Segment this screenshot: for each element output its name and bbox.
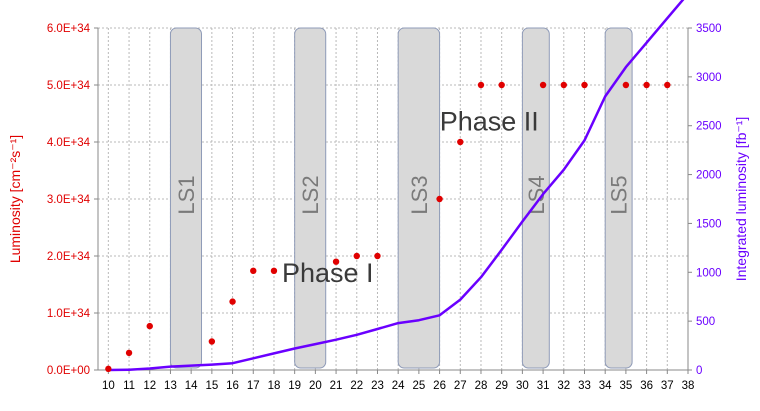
x-tick-label: 30 [516,380,529,392]
x-tick-label: 31 [537,380,550,392]
luminosity-point [146,322,153,330]
x-tick-label: 16 [226,380,239,392]
x-tick-label: 32 [557,380,570,392]
shutdown-band [604,27,633,369]
luminosity-point [477,81,485,89]
shutdown-band [294,27,327,369]
luminosity-point [125,349,133,357]
x-tick-label: 10 [102,380,115,392]
shutdown-label: LS2 [298,175,323,214]
x-tick-label: 29 [495,380,508,392]
shutdown-band [521,27,550,369]
shutdown-label: LS5 [607,175,632,214]
y-right-tick-label: 3500 [696,23,722,35]
shutdown-bands: LS1 LS2 LS3 LS4 LS5 [169,27,633,369]
shutdown-label: LS3 [407,175,432,214]
luminosity-point [332,258,340,265]
luminosity-point [539,81,547,89]
x-tick-label: 20 [309,380,322,392]
x-tick-label: 12 [143,380,156,392]
phase-label: Phase I [282,258,374,288]
luminosity-point [457,138,464,146]
y-left-tick-label: 0.0E+00 [47,365,90,377]
luminosity-point [374,252,381,260]
x-tick-label: 22 [350,380,363,392]
x-tick-label: 27 [454,380,467,392]
y-left-tick-label: 6.0E+34 [47,23,91,35]
x-tick-label: 37 [661,380,674,392]
x-tick-label: 17 [247,380,260,392]
luminosity-point [643,81,650,89]
axes: 0.0E+00 1.0E+34 2.0E+34 3.0E+34 4.0E+34 5.0E+… [7,23,749,392]
x-tick-label: 18 [268,380,281,392]
shutdown-band [169,27,203,369]
x-tick-label: 35 [619,380,632,392]
luminosity-point [498,81,505,89]
y-left-tick-label: 1.0E+34 [47,308,91,320]
annotations: Phase I Phase II [282,106,539,288]
luminosity-point [436,195,443,203]
x-tick-label: 24 [392,380,405,392]
x-tick-label: 14 [185,380,198,392]
y-right-tick-label: 500 [696,316,715,328]
x-tick-label: 21 [330,380,343,392]
y-right-tick-label: 1500 [696,218,722,230]
luminosity-point [105,365,112,373]
y-left-tick-label: 5.0E+34 [47,80,91,92]
y-right-tick-label: 1000 [696,267,722,279]
y-right-tick-label: 2000 [696,170,722,182]
x-tick-label: 33 [578,380,591,392]
x-tick-label: 11 [123,380,135,392]
y-left-axis-title: Luminosity [cm⁻²s⁻¹] [7,135,23,263]
luminosity-point [622,81,630,89]
y-right-axis-title: Integrated luminosity [fb⁻¹] [733,117,749,282]
shutdown-label: LS1 [174,175,199,214]
integrated-luminosity-series [108,0,685,372]
y-right-tick-label: 2500 [696,121,722,133]
luminosity-point [250,267,257,275]
x-tick-label: 13 [164,380,177,392]
x-tick-label: 26 [433,380,446,392]
x-tick-label: 36 [640,380,653,392]
x-tick-label: 19 [288,380,301,392]
shutdown-label: LS4 [524,175,549,214]
y-left-tick-label: 3.0E+34 [47,194,91,206]
y-left-tick-label: 2.0E+34 [47,251,91,263]
peak-luminosity-series [105,81,671,373]
x-tick-label: 25 [412,380,425,392]
integrated-luminosity-line [108,0,685,372]
luminosity-point [208,338,216,345]
y-right-tick-label: 0 [696,365,702,377]
luminosity-point [353,252,360,260]
luminosity-point [581,81,588,89]
x-tick-label: 23 [371,380,384,392]
phase-label: Phase II [440,106,539,136]
luminosity-point [664,81,671,89]
x-tick-label: 28 [475,380,488,392]
y-left-tick-label: 4.0E+34 [47,137,91,149]
luminosity-point [560,81,567,89]
x-tick-label: 15 [205,380,218,392]
x-tick-label: 34 [599,380,612,392]
luminosity-point [229,298,236,305]
x-tick-label: 38 [682,380,695,392]
luminosity-point [270,267,278,275]
y-right-tick-label: 3000 [696,72,722,84]
